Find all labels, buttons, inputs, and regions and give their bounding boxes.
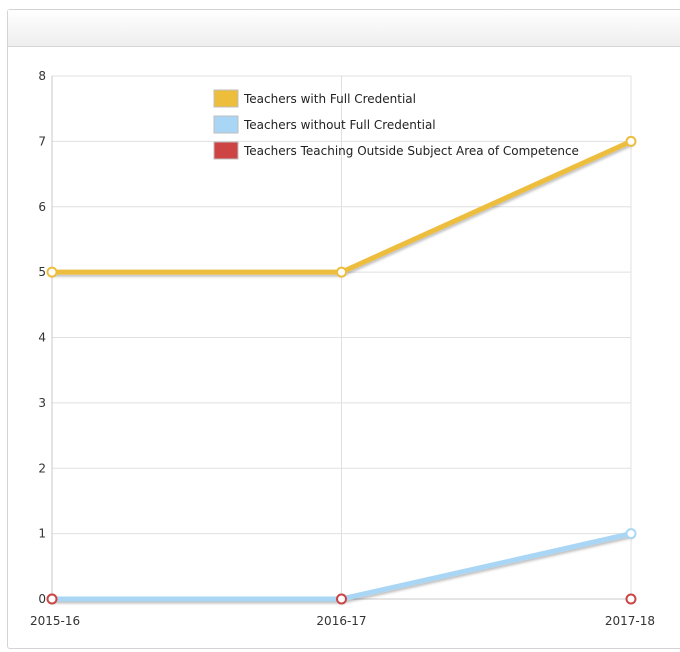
legend-swatch-2 (213, 115, 239, 134)
legend-swatch-3 (213, 141, 239, 160)
data-point-1 (46, 266, 58, 278)
data-point-2 (625, 528, 637, 540)
data-point-3 (625, 593, 637, 605)
legend-label-1: Teachers with Full Credential (243, 92, 416, 106)
chart-panel (7, 9, 680, 649)
y-tick-label: 2 (38, 461, 46, 475)
y-tick-label: 4 (38, 331, 46, 345)
legend-swatch-1 (213, 89, 239, 108)
y-tick-label: 0 (38, 592, 46, 606)
y-tick-label: 6 (38, 200, 46, 214)
series-layer (46, 135, 637, 605)
data-point-1 (625, 135, 637, 147)
data-point-3 (336, 593, 347, 605)
legend-label-2: Teachers without Full Credential (243, 118, 436, 132)
x-tick-label: 2016-17 (316, 614, 366, 628)
y-tick-label: 8 (38, 69, 46, 83)
legend-label-3: Teachers Teaching Outside Subject Area o… (243, 144, 579, 158)
y-tick-label: 1 (38, 527, 46, 541)
y-tick-label: 7 (38, 134, 46, 148)
y-tick-label: 3 (38, 396, 46, 410)
data-point-1 (336, 266, 347, 278)
x-tick-label: 2015-16 (30, 614, 80, 628)
panel-header (8, 10, 680, 47)
data-point-3 (46, 593, 58, 605)
x-tick-label: 2017-18 (605, 614, 655, 628)
y-tick-label: 5 (38, 265, 46, 279)
legend: Teachers with Full Credential Teachers wi… (213, 89, 579, 160)
